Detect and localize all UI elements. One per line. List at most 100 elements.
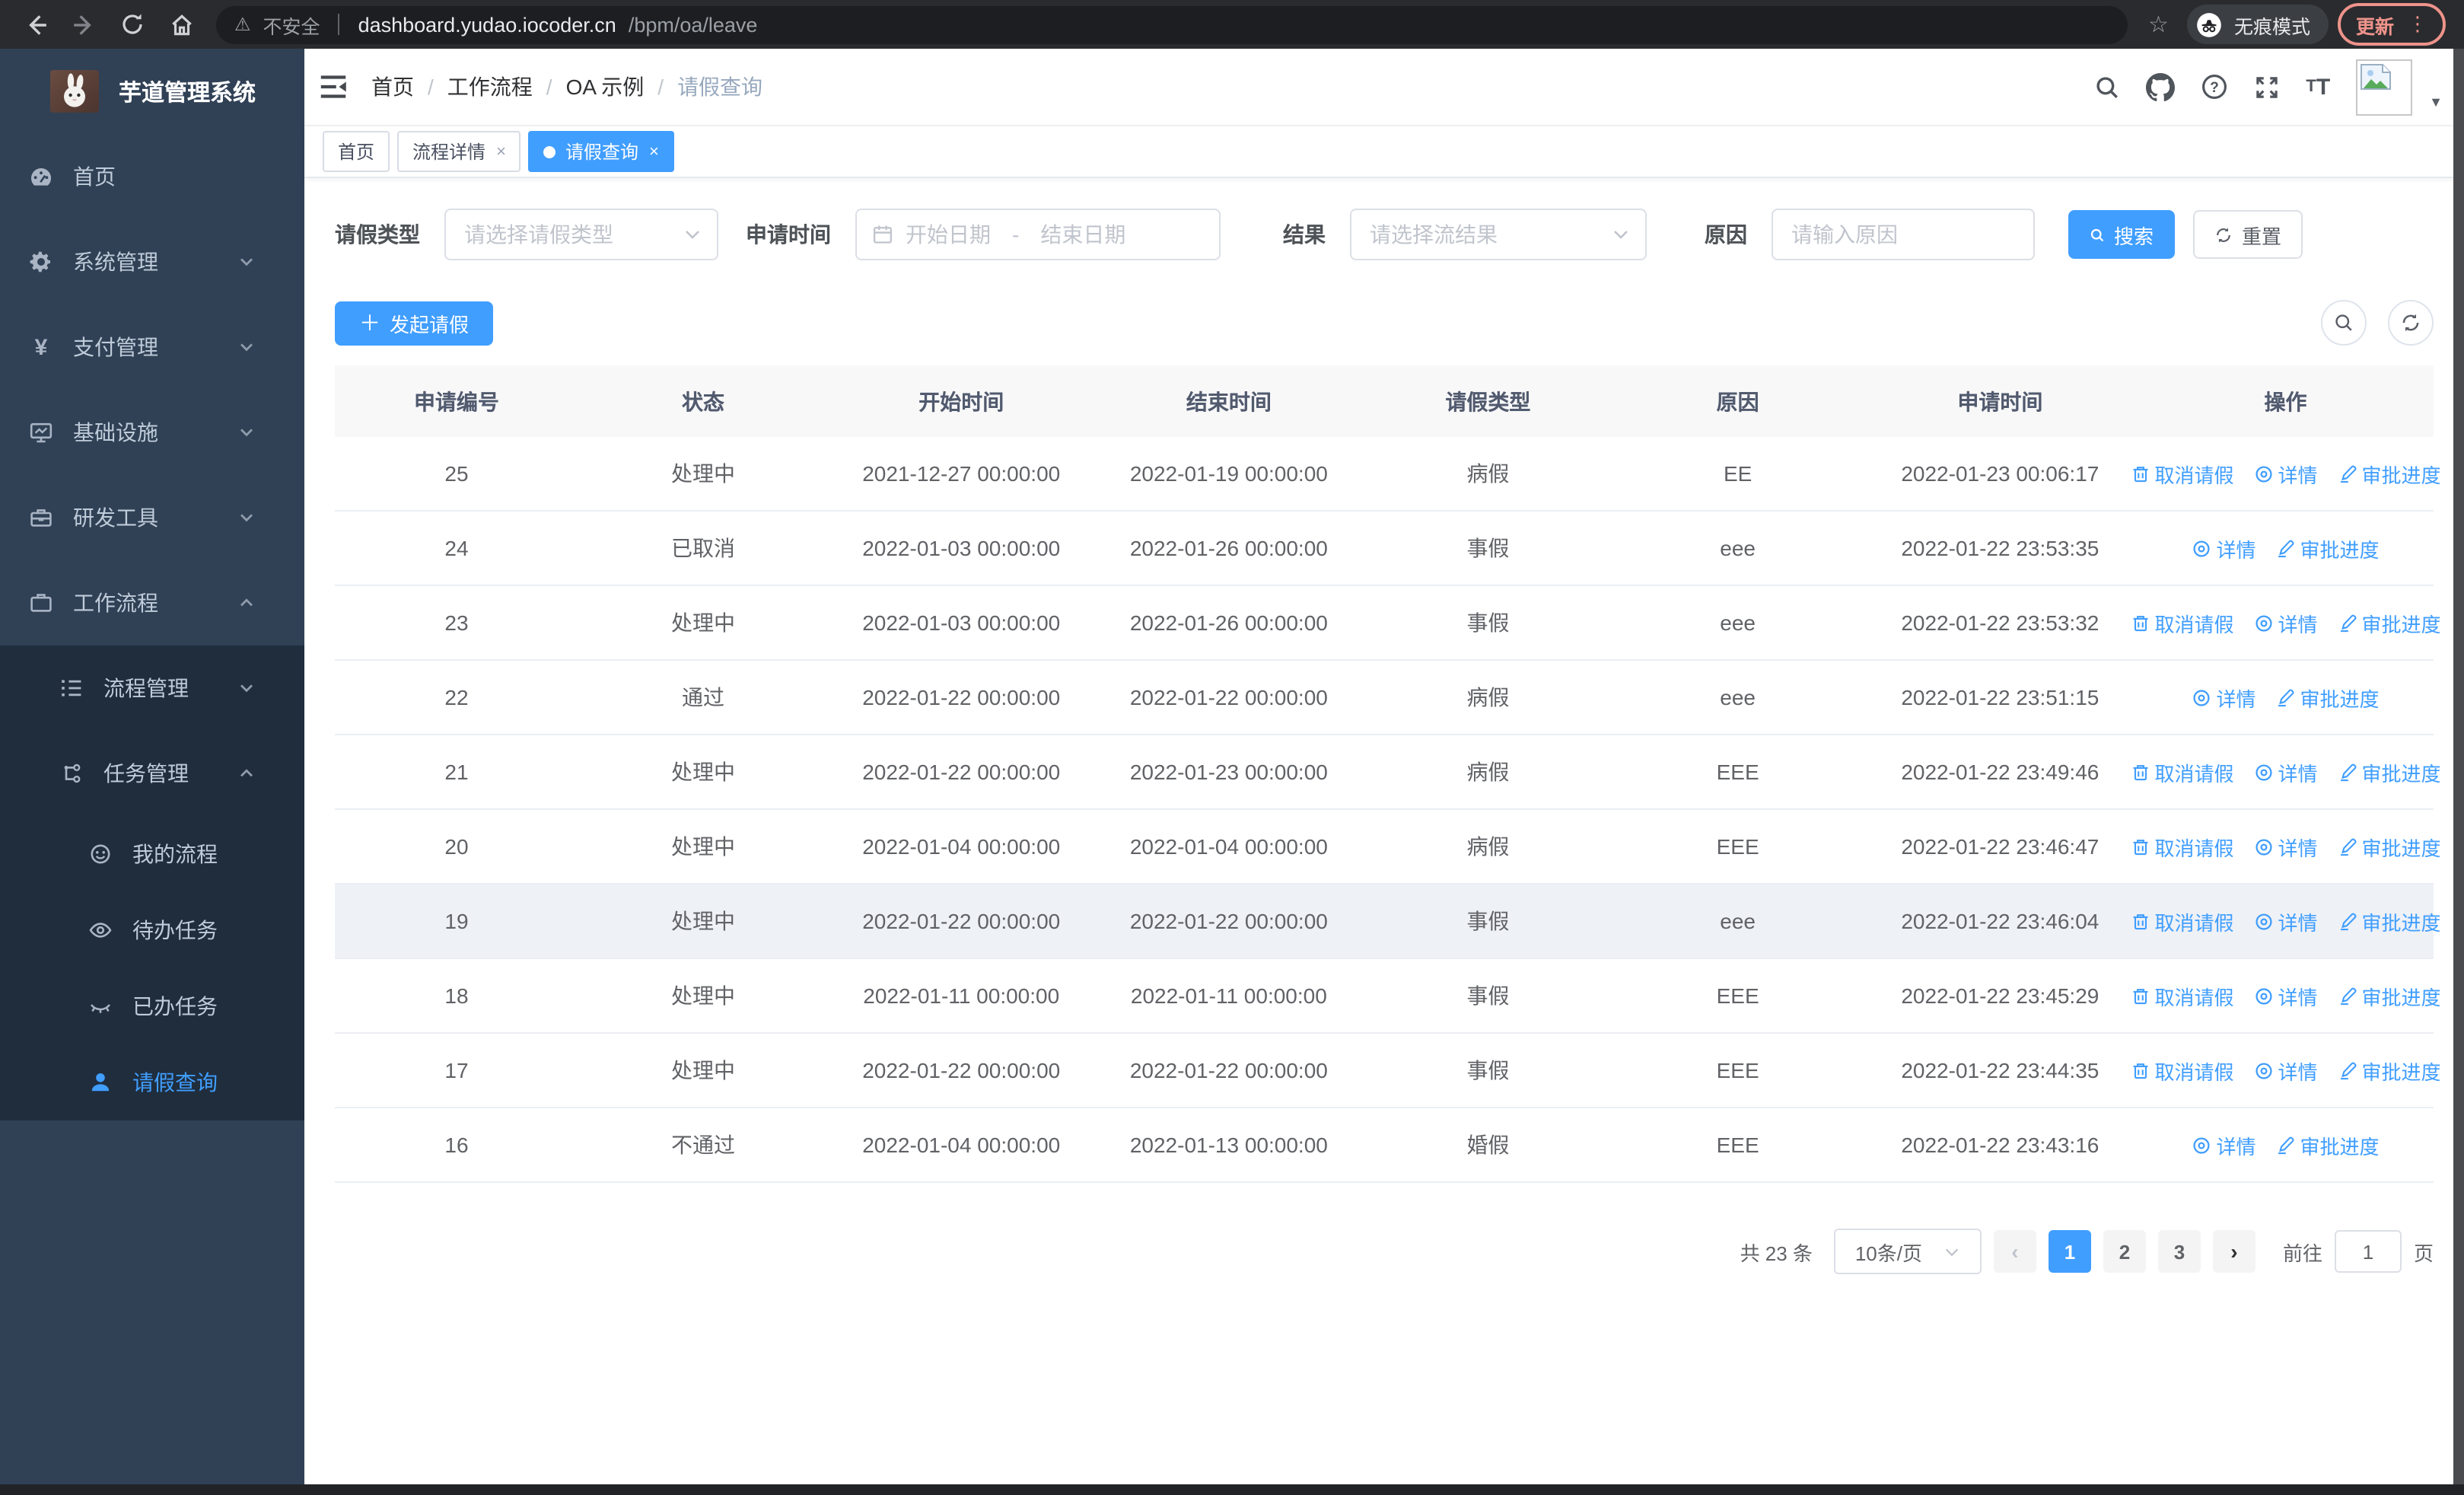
cell-leave-type: 病假 <box>1363 809 1613 885</box>
breadcrumb-separator: / <box>546 75 552 99</box>
search-icon[interactable] <box>2094 74 2120 100</box>
cancel-leave-link[interactable]: 取消请假 <box>2130 459 2234 488</box>
github-icon[interactable] <box>2146 72 2176 101</box>
search-button[interactable]: 搜索 <box>2068 210 2175 259</box>
tab-流程详情[interactable]: 流程详情 × <box>397 131 521 172</box>
table-row: 17 处理中 2022-01-22 00:00:00 2022-01-22 00… <box>335 1033 2441 1108</box>
reset-button[interactable]: 重置 <box>2193 210 2303 259</box>
detail-link[interactable]: 详情 <box>2254 608 2318 637</box>
sidebar-item-请假查询[interactable]: 请假查询 <box>0 1044 304 1120</box>
detail-link[interactable]: 详情 <box>2192 534 2256 563</box>
sidebar-item-工作流程[interactable]: 工作流程 <box>0 560 304 645</box>
pager: ‹ 1 2 3 › <box>1993 1230 2255 1273</box>
fullscreen-icon[interactable] <box>2254 74 2280 100</box>
tab-close-icon[interactable]: × <box>648 142 659 161</box>
detail-link[interactable]: 详情 <box>2254 981 2318 1010</box>
breadcrumb-item[interactable]: 工作流程 <box>447 75 533 99</box>
sidebar-item-基础设施[interactable]: 基础设施 <box>0 390 304 475</box>
next-page-button[interactable]: › <box>2212 1230 2255 1273</box>
forward-icon[interactable] <box>64 5 103 44</box>
cancel-leave-link[interactable]: 取消请假 <box>2130 757 2234 786</box>
tab-close-icon[interactable]: × <box>496 142 506 161</box>
browser-menu-icon[interactable]: ⋮ <box>2408 12 2427 35</box>
sidebar-item-首页[interactable]: 首页 <box>0 134 304 219</box>
cell-operations: 取消请假 详情 审批进度 <box>2133 1033 2441 1108</box>
sidebar-item-流程管理[interactable]: 流程管理 <box>0 645 304 731</box>
url-bar[interactable]: ⚠ 不安全 dashboard.yudao.iocoder.cn/bpm/oa/… <box>216 5 2128 43</box>
goto-page-input[interactable]: 1 <box>2334 1230 2402 1273</box>
home-icon[interactable] <box>161 5 201 44</box>
approval-progress-link[interactable]: 审批进度 <box>2338 907 2441 936</box>
detail-link[interactable]: 详情 <box>2254 1056 2318 1085</box>
tab-首页[interactable]: 首页 <box>323 131 390 172</box>
url-host[interactable]: dashboard.yudao.iocoder.cn <box>358 13 616 36</box>
tab-请假查询[interactable]: 请假查询 × <box>528 131 674 172</box>
approval-progress-link[interactable]: 审批进度 <box>2338 608 2441 637</box>
approval-progress-link[interactable]: 审批进度 <box>2338 1056 2441 1085</box>
approval-progress-link[interactable]: 审批进度 <box>2276 683 2380 712</box>
cancel-leave-link[interactable]: 取消请假 <box>2130 832 2234 861</box>
apply-time-range-picker[interactable]: 开始日期 - 结束日期 <box>855 209 1221 260</box>
cell-leave-type: 事假 <box>1363 511 1613 586</box>
show-search-button[interactable] <box>2321 300 2367 346</box>
warning-icon: ⚠ <box>234 14 251 35</box>
cancel-leave-link[interactable]: 取消请假 <box>2130 907 2234 936</box>
create-leave-button[interactable]: ＋ 发起请假 <box>335 301 494 345</box>
avatar-caret-icon[interactable]: ▼ <box>2429 94 2443 109</box>
detail-link[interactable]: 详情 <box>2254 832 2318 861</box>
cell-status: 处理中 <box>578 735 829 810</box>
detail-link[interactable]: 详情 <box>2254 907 2318 936</box>
end-date-input[interactable]: 结束日期 <box>1040 222 1126 247</box>
update-label[interactable]: 更新 <box>2355 16 2394 37</box>
cell-apply-time: 2022-01-22 23:45:29 <box>1862 958 2138 1034</box>
avatar[interactable] <box>2356 59 2413 115</box>
cell-reason: eee <box>1612 511 1863 586</box>
approval-progress-link[interactable]: 审批进度 <box>2276 1130 2380 1159</box>
page-button-1[interactable]: 1 <box>2048 1230 2091 1273</box>
app-logo-row[interactable]: 芋道管理系统 <box>0 49 304 134</box>
sidebar-collapse-icon[interactable] <box>318 72 349 102</box>
cancel-leave-link[interactable]: 取消请假 <box>2130 1056 2234 1085</box>
sidebar-item-任务管理[interactable]: 任务管理 <box>0 731 304 816</box>
refresh-table-button[interactable] <box>2388 300 2434 346</box>
detail-link[interactable]: 详情 <box>2254 757 2318 786</box>
sidebar-item-系统管理[interactable]: 系统管理 <box>0 219 304 304</box>
prev-page-button[interactable]: ‹ <box>1993 1230 2036 1273</box>
browser-scrollbar[interactable] <box>2453 49 2464 1484</box>
security-label[interactable]: 不安全 <box>263 16 320 37</box>
sidebar-item-我的流程[interactable]: 我的流程 <box>0 816 304 892</box>
url-path[interactable]: /bpm/oa/leave <box>628 13 758 36</box>
reload-icon[interactable] <box>113 5 152 44</box>
page-button-3[interactable]: 3 <box>2157 1230 2201 1273</box>
page-size-select[interactable]: 10条/页 <box>1833 1229 1982 1274</box>
approval-progress-link[interactable]: 审批进度 <box>2338 981 2441 1010</box>
start-date-input[interactable]: 开始日期 <box>906 222 991 247</box>
table-header-row: 申请编号 状态 开始时间 结束时间 请假类型 原因 申请时间 操作 <box>335 365 2434 437</box>
leave-type-select[interactable]: 请选择请假类型 <box>444 209 718 260</box>
sidebar-item-研发工具[interactable]: 研发工具 <box>0 475 304 560</box>
approval-progress-link[interactable]: 审批进度 <box>2338 757 2441 786</box>
approval-progress-link[interactable]: 审批进度 <box>2338 459 2441 488</box>
breadcrumb-item[interactable]: OA 示例 <box>565 75 645 99</box>
cell-start-time: 2022-01-04 00:00:00 <box>828 809 1095 885</box>
cancel-leave-link[interactable]: 取消请假 <box>2130 608 2234 637</box>
browser-update-button[interactable]: 更新 ⋮ <box>2337 3 2446 46</box>
reason-input[interactable]: 请输入原因 <box>1772 209 2035 260</box>
approval-progress-link[interactable]: 审批进度 <box>2276 534 2380 563</box>
detail-link[interactable]: 详情 <box>2192 683 2256 712</box>
sidebar-item-已办任务[interactable]: 已办任务 <box>0 968 304 1044</box>
bookmark-icon[interactable]: ☆ <box>2148 12 2169 38</box>
tab-label: 首页 <box>338 142 375 163</box>
help-icon[interactable]: ? <box>2201 73 2228 100</box>
approval-progress-link[interactable]: 审批进度 <box>2338 832 2441 861</box>
back-icon[interactable] <box>15 5 55 44</box>
cancel-leave-link[interactable]: 取消请假 <box>2130 981 2234 1010</box>
breadcrumb-item[interactable]: 首页 <box>371 75 414 99</box>
detail-link[interactable]: 详情 <box>2192 1130 2256 1159</box>
page-button-2[interactable]: 2 <box>2103 1230 2146 1273</box>
detail-link[interactable]: 详情 <box>2254 459 2318 488</box>
result-select[interactable]: 请选择流结果 <box>1350 209 1647 260</box>
sidebar-item-待办任务[interactable]: 待办任务 <box>0 892 304 968</box>
sidebar-item-支付管理[interactable]: ¥ 支付管理 <box>0 304 304 390</box>
